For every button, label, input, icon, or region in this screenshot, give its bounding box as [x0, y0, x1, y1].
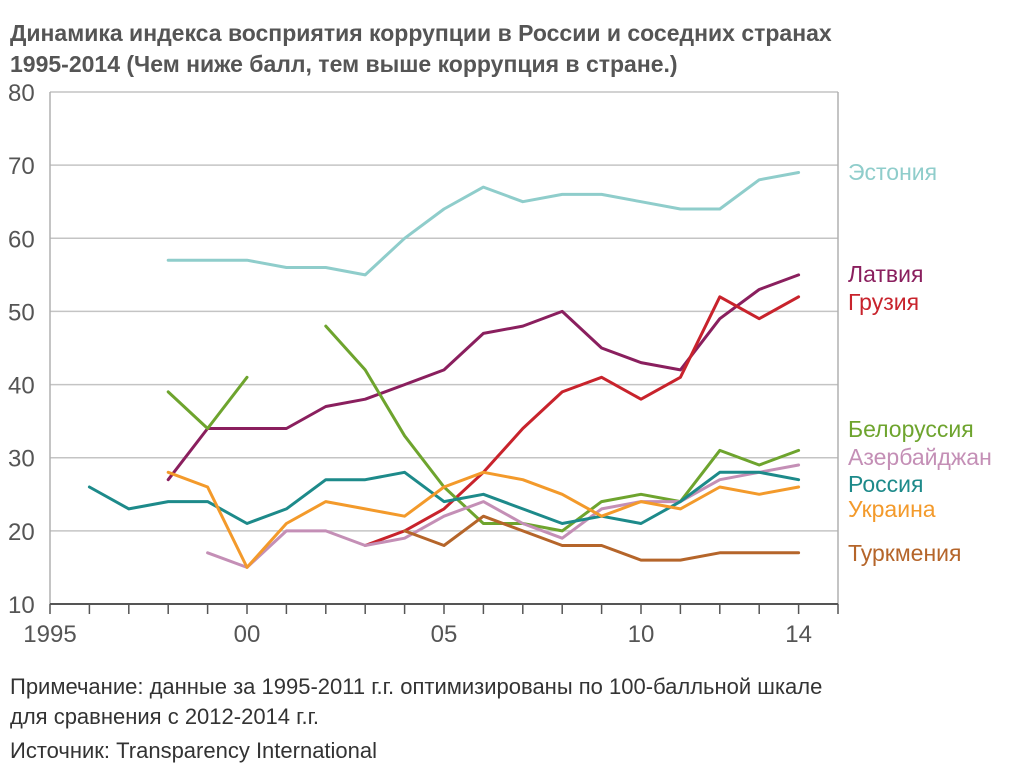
legend-label-0: Эстония — [848, 159, 937, 185]
chart-source: Источник: Transparency International — [10, 738, 378, 763]
series-line-2 — [363, 295, 801, 547]
series-line-3-1 — [324, 324, 801, 533]
x-tick-label-00: 00 — [234, 621, 261, 648]
y-tick-label-10: 10 — [8, 592, 35, 619]
x-tick-label-10: 10 — [628, 621, 655, 648]
series-line-4 — [206, 463, 801, 569]
y-tick-label-20: 20 — [8, 519, 35, 546]
legend-label-5: Россия — [848, 471, 923, 497]
x-tick-label-14: 14 — [785, 621, 812, 648]
series-line-6 — [166, 470, 801, 569]
y-tick-label-80: 80 — [8, 80, 35, 107]
y-tick-label-50: 50 — [8, 299, 35, 326]
legend-label-1: Латвия — [848, 261, 923, 287]
chart-title-line-1: Динамика индекса восприятия коррупции в … — [10, 20, 832, 46]
legend-label-3: Белоруссия — [848, 416, 974, 442]
x-tick-label-1995: 1995 — [23, 621, 76, 648]
y-tick-label-70: 70 — [8, 153, 35, 180]
series-line-7 — [403, 514, 801, 562]
x-tick-label-05: 05 — [431, 621, 458, 648]
y-tick-label-30: 30 — [8, 446, 35, 473]
chart-note-line-1: Примечание: данные за 1995-2011 г.г. опт… — [10, 674, 823, 699]
y-tick-label-40: 40 — [8, 373, 35, 400]
legend-label-4: Азербайджан — [848, 444, 992, 470]
chart-title-line-2: 1995-2014 (Чем ниже балл, тем выше корру… — [10, 51, 678, 77]
series-line-0 — [166, 171, 801, 277]
series-line-5 — [87, 470, 801, 525]
legend-label-2: Грузия — [848, 289, 919, 315]
chart-note: Примечание: данные за 1995-2011 г.г. опт… — [10, 672, 1000, 732]
chart-title: Динамика индекса восприятия коррупции в … — [10, 18, 1000, 80]
legend-label-7: Туркмения — [848, 540, 961, 566]
series-line-3-0 — [166, 375, 249, 430]
chart-note-line-2: для сравнения с 2012-2014 г.г. — [10, 704, 320, 729]
y-tick-label-60: 60 — [8, 226, 35, 253]
legend-label-6: Украина — [848, 496, 936, 522]
series-line-1 — [166, 273, 801, 482]
